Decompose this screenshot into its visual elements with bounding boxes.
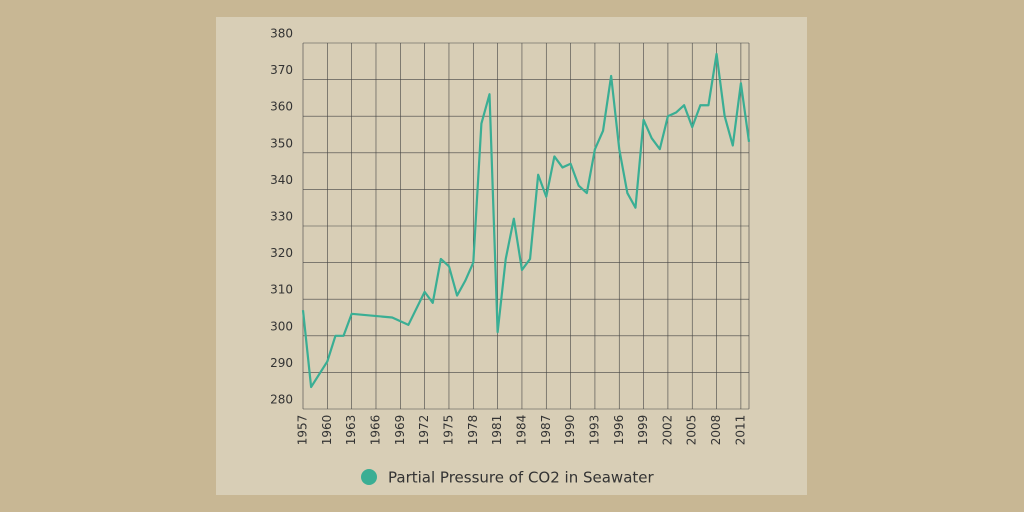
x-tick-label: 1990: [563, 415, 577, 446]
y-tick-label: 300: [270, 319, 293, 333]
y-tick-label: 340: [270, 173, 293, 187]
x-tick-label: 2002: [660, 415, 674, 446]
y-tick-label: 310: [270, 283, 293, 297]
y-tick-label: 380: [270, 27, 293, 41]
x-tick-label: 1972: [417, 415, 431, 446]
y-tick-label: 280: [270, 393, 293, 407]
x-tick-label: 1957: [296, 415, 310, 446]
x-tick-label: 2011: [733, 415, 747, 446]
x-tick-label: 1987: [539, 415, 553, 446]
panel: [216, 17, 807, 495]
x-tick-label: 1969: [393, 415, 407, 446]
x-tick-label: 1993: [587, 415, 601, 446]
legend-label: Partial Pressure of CO2 in Seawater: [388, 469, 654, 487]
data-line: [301, 52, 751, 389]
y-tick-label: 330: [270, 210, 293, 224]
y-tick-label: 350: [270, 136, 293, 150]
x-tick-label: 1966: [368, 415, 382, 446]
x-tick-label: 1999: [636, 415, 650, 446]
y-tick-label: 360: [270, 100, 293, 114]
y-tick-label: 320: [270, 246, 293, 260]
legend-marker: [361, 469, 377, 485]
x-tick-label: 1963: [344, 415, 358, 446]
x-tick-label: 2008: [709, 415, 723, 446]
y-tick-label: 290: [270, 356, 293, 370]
x-tick-label: 1960: [320, 415, 334, 446]
x-tick-label: 1981: [490, 415, 504, 446]
y-tick-label: 370: [270, 63, 293, 77]
x-tick-label: 1984: [514, 415, 528, 446]
x-tick-label: 1978: [466, 415, 480, 446]
x-tick-label: 1975: [441, 415, 455, 446]
x-tick-label: 1996: [612, 415, 626, 446]
x-tick-label: 2005: [685, 415, 699, 446]
